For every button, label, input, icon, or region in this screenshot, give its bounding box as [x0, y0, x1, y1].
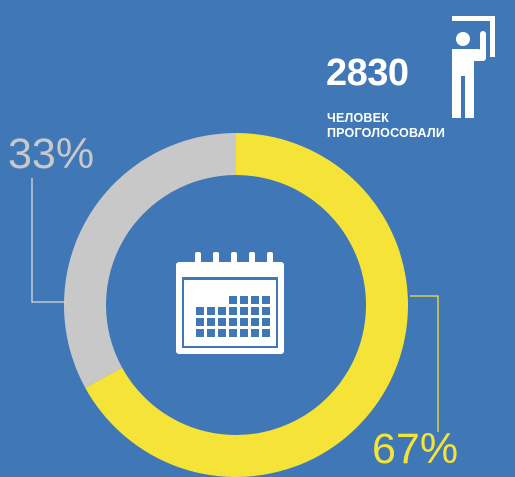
calendar-icon	[176, 252, 284, 354]
corner-bracket	[452, 16, 495, 57]
calendar-day-cell	[251, 318, 259, 326]
calendar-day-cell	[196, 318, 204, 326]
voters-caption-line1: ЧЕЛОВЕК	[327, 111, 390, 125]
calendar-day-cell	[251, 329, 259, 337]
calendar-day-cell	[218, 307, 226, 315]
calendar-day-cell	[240, 296, 248, 304]
calendar-day-cell	[262, 329, 270, 337]
calendar-day-cell	[196, 307, 204, 315]
calendar-day-cell	[229, 307, 237, 315]
calendar-day-cell	[207, 318, 215, 326]
donut-slice-1	[64, 133, 236, 388]
calendar-day-cell	[229, 329, 237, 337]
slice-label-gray: 33%	[8, 130, 95, 178]
calendar-day-cell	[251, 296, 259, 304]
person-raising-hand-icon	[452, 31, 486, 118]
leader-line-gray	[31, 178, 66, 303]
voters-caption-line2: ПРОГОЛОСОВАЛИ	[327, 126, 446, 140]
calendar-day-cell	[196, 329, 204, 337]
leader-line-yellow	[410, 295, 439, 432]
calendar-day-cell	[218, 318, 226, 326]
calendar-day-cell	[229, 318, 237, 326]
calendar-day-cell	[240, 318, 248, 326]
calendar-day-cell	[240, 307, 248, 315]
calendar-day-cell	[240, 329, 248, 337]
calendar-day-cell	[229, 296, 237, 304]
slice-label-yellow: 67%	[372, 425, 459, 473]
voters-count: 2830	[326, 52, 409, 94]
voters-caption: ЧЕЛОВЕК ПРОГОЛОСОВАЛИ	[327, 111, 445, 141]
calendar-day-cell	[262, 307, 270, 315]
calendar-day-cell	[262, 318, 270, 326]
calendar-day-cell	[251, 307, 259, 315]
calendar-day-cell	[207, 329, 215, 337]
calendar-day-cell	[262, 296, 270, 304]
calendar-day-cell	[207, 307, 215, 315]
calendar-day-cell	[218, 329, 226, 337]
